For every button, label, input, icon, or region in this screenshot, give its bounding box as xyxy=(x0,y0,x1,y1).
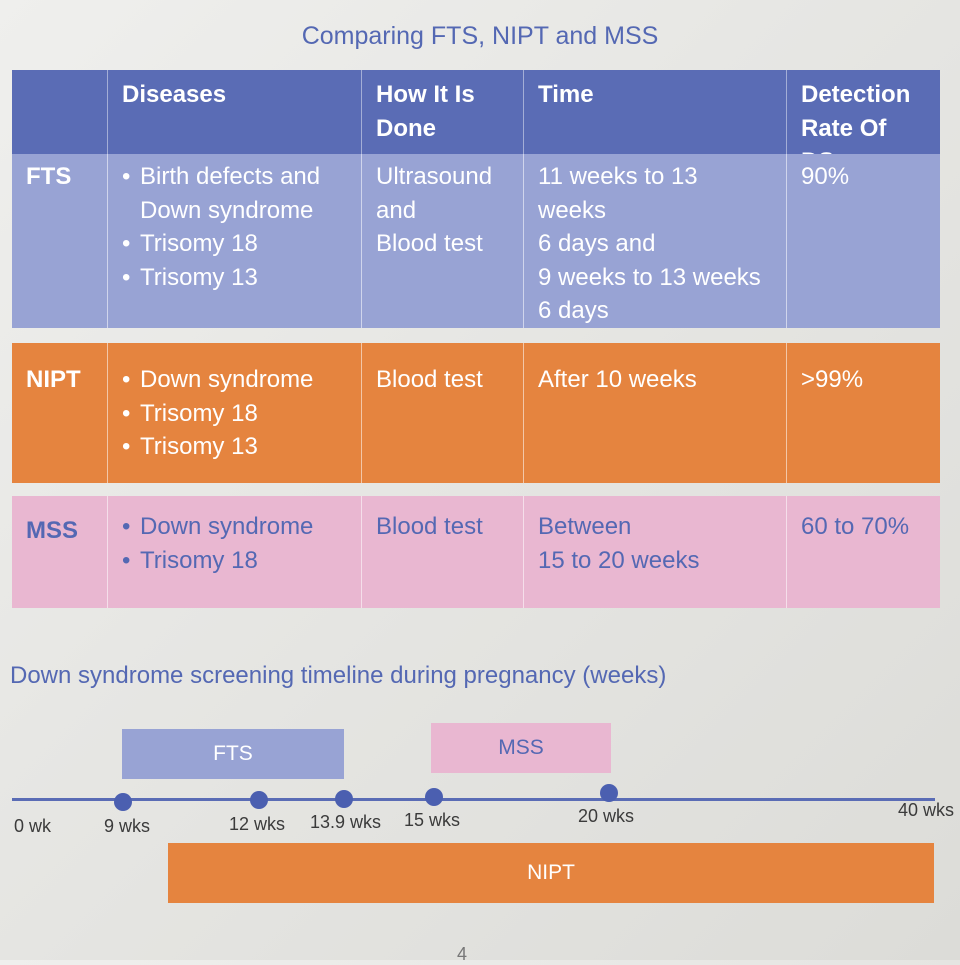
timeline-title: Down syndrome screening timeline during … xyxy=(10,662,667,689)
time-line: After 10 weeks xyxy=(538,366,697,393)
timeline-bar-fts: FTS xyxy=(122,729,344,779)
timeline-marker xyxy=(600,784,618,802)
timeline-label: 40 wks xyxy=(898,800,955,820)
time-cell: After 10 weeks xyxy=(524,343,787,483)
how-cell: Blood test xyxy=(362,496,524,608)
timeline-marker xyxy=(250,791,268,809)
disease-item: Trisomy 13 xyxy=(122,430,347,464)
timeline-label: 13.9 wks xyxy=(310,812,382,832)
header-how: How It Is Done xyxy=(362,70,524,154)
timeline-label: 20 wks xyxy=(578,806,635,826)
timeline-label: 12 wks xyxy=(229,814,286,834)
time-line: Between xyxy=(538,513,632,540)
timeline-marker xyxy=(335,790,353,808)
timeline-label: 0 wk xyxy=(14,816,52,836)
table-row-nipt: NIPT Down syndrome Trisomy 18 Trisomy 13… xyxy=(12,343,940,483)
rate-cell: 60 to 70% xyxy=(801,513,910,540)
timeline-label: 15 wks xyxy=(404,810,461,830)
disease-item: Birth defects and Down syndrome xyxy=(122,160,347,227)
rate-cell: >99% xyxy=(801,366,864,393)
timeline-bar-nipt: NIPT xyxy=(168,843,934,903)
time-line: 6 days and xyxy=(538,230,656,257)
diseases-cell: Down syndrome Trisomy 18 xyxy=(108,496,362,608)
rate-cell: 90% xyxy=(801,163,850,190)
disease-item: Down syndrome xyxy=(122,363,347,397)
time-line: 15 to 20 weeks xyxy=(538,546,700,574)
time-cell: 11 weeks to 13 weeks 6 days and 9 weeks … xyxy=(524,154,787,328)
how-line: Blood test xyxy=(376,513,483,540)
how-line: Blood test xyxy=(376,230,483,257)
timeline-axis xyxy=(12,798,935,801)
disease-item: Trisomy 18 xyxy=(122,544,347,578)
row-label: FTS xyxy=(12,154,108,328)
how-line: and xyxy=(376,196,417,224)
time-cell: Between 15 to 20 weeks xyxy=(524,496,787,608)
table-row-fts: FTS Birth defects and Down syndrome Tris… xyxy=(12,154,940,328)
page-title: Comparing FTS, NIPT and MSS xyxy=(301,22,659,50)
header-time: Time xyxy=(524,70,787,154)
header-empty xyxy=(12,70,108,154)
time-line: 9 weeks to 13 weeks xyxy=(538,263,761,291)
header-detection-rate: Detection Rate Of DS xyxy=(801,81,911,175)
table-header: Diseases How It Is Done Time Detection R… xyxy=(12,70,940,175)
timeline-bar-mss: MSS xyxy=(431,723,611,773)
header-diseases: Diseases xyxy=(108,70,362,154)
disease-item: Down syndrome xyxy=(122,510,347,544)
timeline-marker xyxy=(425,788,443,806)
row-label: MSS xyxy=(12,496,108,608)
page-number: 4 xyxy=(457,944,468,964)
how-line: Ultrasound xyxy=(376,163,493,190)
row-label: NIPT xyxy=(12,343,108,483)
disease-item: Trisomy 13 xyxy=(122,261,347,295)
diseases-cell: Down syndrome Trisomy 18 Trisomy 13 xyxy=(108,343,362,483)
how-cell: Ultrasound and Blood test xyxy=(362,154,524,328)
disease-item: Trisomy 18 xyxy=(122,227,347,261)
disease-item: Trisomy 18 xyxy=(122,397,347,431)
how-cell: Blood test xyxy=(362,343,524,483)
time-line: 6 days xyxy=(538,297,609,324)
time-line: 11 weeks to 13 weeks xyxy=(538,163,698,224)
timeline-marker xyxy=(114,793,132,811)
table-row-mss: MSS Down syndrome Trisomy 18 Blood test … xyxy=(12,496,940,608)
timeline-label: 9 wks xyxy=(104,816,151,836)
how-line: Blood test xyxy=(376,366,483,393)
diseases-cell: Birth defects and Down syndrome Trisomy … xyxy=(108,154,362,328)
